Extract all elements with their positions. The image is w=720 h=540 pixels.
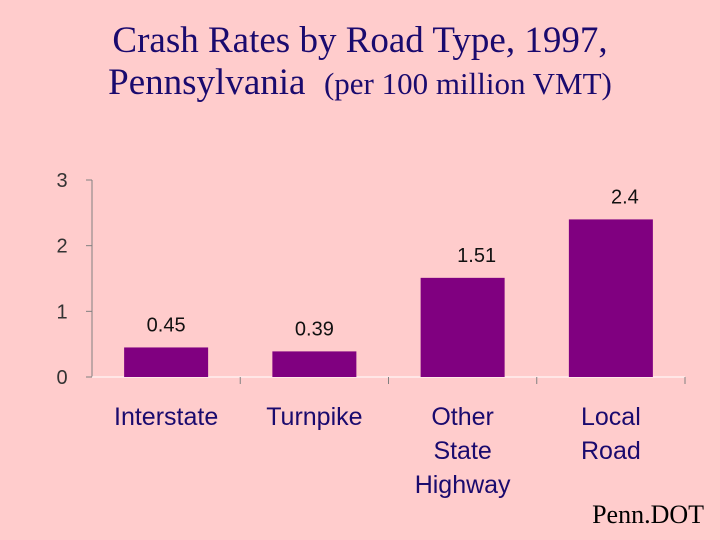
- category-label: Interstate: [114, 403, 218, 431]
- category-label: Highway: [415, 471, 511, 499]
- source-label: Penn.DOT: [592, 500, 704, 529]
- y-tick-label: 1: [56, 301, 67, 323]
- bar: [568, 219, 653, 377]
- category-label: State: [433, 437, 491, 465]
- value-label: 0.39: [295, 318, 334, 340]
- title-line-1: Crash Rates by Road Type, 1997,: [112, 20, 608, 61]
- value-label: 2.4: [611, 186, 639, 208]
- value-label: 0.45: [147, 314, 186, 336]
- y-tick-label: 3: [56, 170, 67, 192]
- y-tick-label: 0: [56, 367, 67, 389]
- value-label: 1.51: [457, 245, 496, 267]
- category-label: Other: [431, 403, 494, 431]
- category-label: Road: [581, 437, 641, 465]
- category-label: Local: [581, 403, 641, 431]
- y-tick-label: 2: [56, 236, 67, 258]
- title-subtitle: (per 100 million VMT): [323, 66, 612, 101]
- title-region: Pennsylvania: [108, 62, 306, 103]
- bar: [420, 277, 505, 377]
- chart-title: Crash Rates by Road Type, 1997, Pennsylv…: [0, 20, 720, 105]
- title-line-2: Pennsylvania (per 100 million VMT): [0, 62, 720, 105]
- bar: [124, 347, 209, 377]
- bar: [272, 351, 357, 377]
- category-label: Turnpike: [266, 403, 362, 431]
